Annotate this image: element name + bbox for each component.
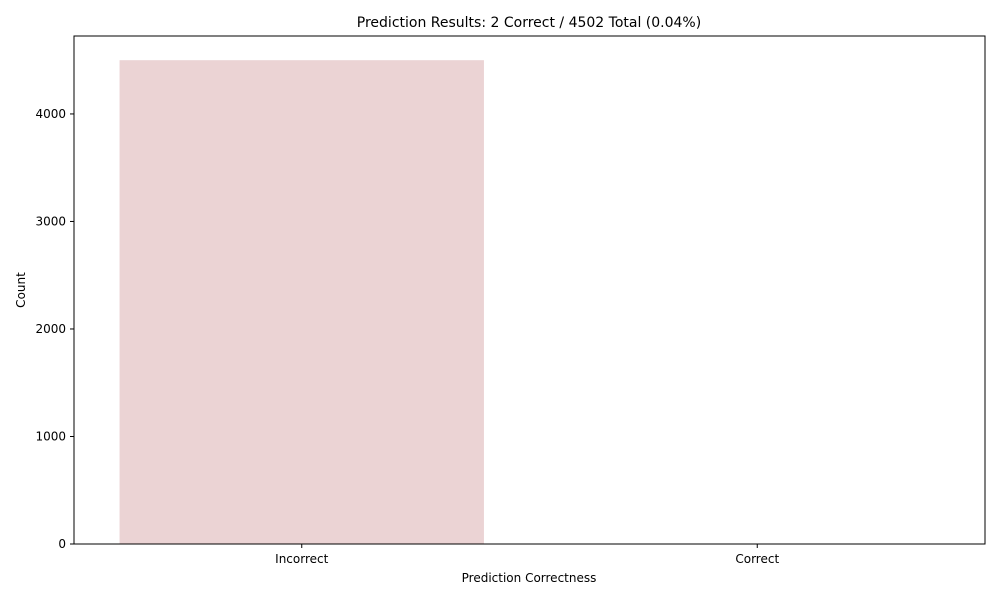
bars-layer — [120, 60, 940, 544]
y-tick-label: 4000 — [35, 107, 66, 121]
y-tick-label: 0 — [58, 537, 66, 551]
y-axis-ticks: 0 1000 2000 3000 4000 — [35, 107, 74, 551]
bar-incorrect — [120, 60, 484, 544]
y-tick-label: 3000 — [35, 214, 66, 228]
chart-title: Prediction Results: 2 Correct / 4502 Tot… — [357, 15, 701, 31]
x-tick-label: Correct — [735, 552, 779, 566]
y-axis-label: Count — [14, 272, 28, 308]
y-tick-label: 2000 — [35, 322, 66, 336]
x-axis-label: Prediction Correctness — [462, 571, 597, 585]
x-axis-ticks: Incorrect Correct — [275, 544, 779, 566]
y-tick-label: 1000 — [35, 429, 66, 443]
x-tick-label: Incorrect — [275, 552, 328, 566]
